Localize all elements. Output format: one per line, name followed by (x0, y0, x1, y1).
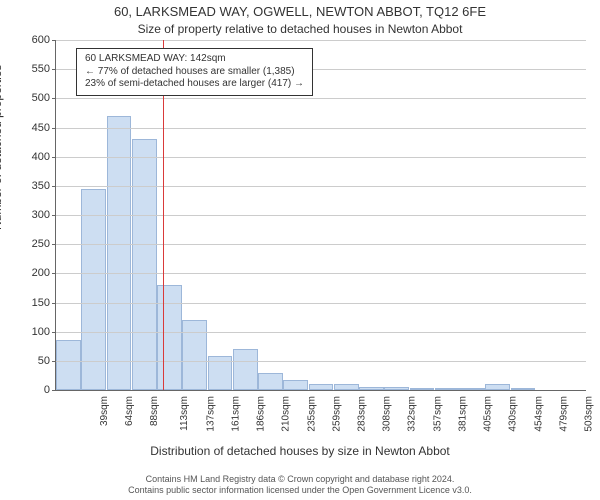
y-tick-label: 400 (32, 151, 50, 163)
chart-footer: Contains HM Land Registry data © Crown c… (0, 474, 600, 497)
x-tick-label: 186sqm (256, 396, 267, 432)
y-tick-label: 50 (38, 355, 50, 367)
histogram-bar (309, 384, 334, 390)
annotation-line: ← 77% of detached houses are smaller (1,… (85, 66, 304, 79)
histogram-bar (56, 340, 81, 390)
x-tick-label: 430sqm (508, 396, 519, 432)
x-tick-label: 113sqm (179, 396, 190, 431)
y-tick-mark (52, 40, 56, 41)
x-tick-label: 479sqm (558, 396, 569, 432)
histogram-bar (334, 384, 359, 390)
grid-line (56, 303, 586, 304)
y-axis-label: Number of detached properties (0, 65, 4, 230)
grid-line (56, 332, 586, 333)
y-tick-mark (52, 98, 56, 99)
histogram-bar (511, 388, 536, 390)
x-tick-label: 332sqm (407, 396, 418, 432)
y-tick-mark (52, 361, 56, 362)
x-tick-label: 210sqm (281, 396, 292, 432)
grid-line (56, 40, 586, 41)
x-tick-label: 137sqm (205, 396, 216, 432)
y-tick-mark (52, 303, 56, 304)
y-tick-label: 350 (32, 180, 50, 192)
y-tick-mark (52, 157, 56, 158)
grid-line (56, 361, 586, 362)
histogram-bar (81, 189, 106, 390)
grid-line (56, 128, 586, 129)
histogram-bar (283, 380, 308, 391)
x-tick-label: 283sqm (357, 396, 368, 432)
x-axis-label: Distribution of detached houses by size … (0, 444, 600, 458)
grid-line (56, 98, 586, 99)
y-tick-label: 300 (32, 209, 50, 221)
y-tick-label: 550 (32, 63, 50, 75)
grid-line (56, 215, 586, 216)
x-tick-label: 357sqm (432, 396, 443, 432)
annotation-line: 23% of semi-detached houses are larger (… (85, 78, 304, 91)
histogram-bar (182, 320, 207, 390)
grid-line (56, 186, 586, 187)
chart-container: 60, LARKSMEAD WAY, OGWELL, NEWTON ABBOT,… (0, 0, 600, 500)
x-tick-label: 454sqm (533, 396, 544, 432)
y-tick-label: 600 (32, 34, 50, 46)
y-tick-label: 100 (32, 326, 50, 338)
grid-line (56, 273, 586, 274)
y-tick-mark (52, 69, 56, 70)
grid-line (56, 157, 586, 158)
x-tick-label: 381sqm (458, 396, 469, 432)
x-tick-label: 88sqm (149, 396, 160, 426)
x-tick-label: 308sqm (382, 396, 393, 432)
chart-title-sub: Size of property relative to detached ho… (0, 22, 600, 36)
y-tick-mark (52, 244, 56, 245)
histogram-bar (359, 387, 384, 390)
y-tick-mark (52, 332, 56, 333)
y-tick-label: 150 (32, 297, 50, 309)
grid-line (56, 244, 586, 245)
y-tick-mark (52, 273, 56, 274)
y-tick-label: 450 (32, 122, 50, 134)
histogram-bar (384, 387, 409, 390)
histogram-bar (157, 285, 182, 390)
chart-title-main: 60, LARKSMEAD WAY, OGWELL, NEWTON ABBOT,… (0, 4, 600, 19)
histogram-bar (132, 139, 157, 390)
annotation-box: 60 LARKSMEAD WAY: 142sqm← 77% of detache… (76, 48, 313, 96)
histogram-bar (435, 388, 460, 390)
footer-line-1: Contains HM Land Registry data © Crown c… (0, 474, 600, 485)
y-tick-label: 500 (32, 92, 50, 104)
histogram-bar (258, 373, 283, 391)
y-tick-label: 200 (32, 267, 50, 279)
x-tick-label: 259sqm (331, 396, 342, 432)
x-tick-label: 503sqm (584, 396, 595, 432)
histogram-bar (485, 384, 510, 390)
annotation-line: 60 LARKSMEAD WAY: 142sqm (85, 53, 304, 66)
plot-area: 05010015020025030035040045050055060039sq… (55, 40, 586, 391)
histogram-bar (233, 349, 258, 390)
y-tick-mark (52, 390, 56, 391)
histogram-bar (460, 388, 485, 390)
x-tick-label: 405sqm (483, 396, 494, 432)
x-tick-label: 235sqm (306, 396, 317, 432)
x-tick-label: 39sqm (99, 396, 110, 426)
histogram-bar (410, 388, 435, 390)
y-tick-mark (52, 128, 56, 129)
y-tick-label: 0 (44, 384, 50, 396)
y-tick-label: 250 (32, 238, 50, 250)
y-tick-mark (52, 186, 56, 187)
x-tick-label: 161sqm (230, 396, 241, 432)
x-tick-label: 64sqm (124, 396, 135, 426)
footer-line-2: Contains public sector information licen… (0, 485, 600, 496)
y-tick-mark (52, 215, 56, 216)
